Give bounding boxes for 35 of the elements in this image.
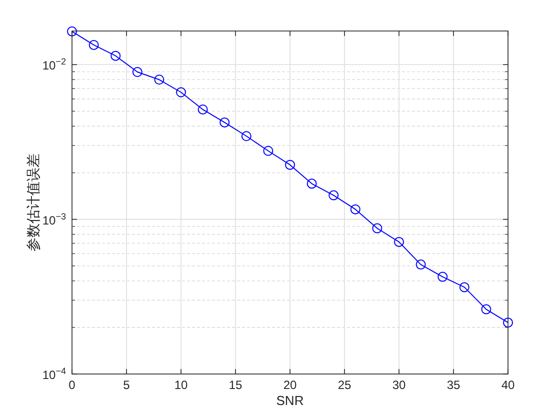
point [438, 272, 448, 282]
point [350, 204, 360, 214]
y-axis-title: 参数估计值误差 [25, 154, 41, 252]
point [394, 236, 404, 247]
y-tick-label: 10$^{−2}$ [42, 56, 66, 73]
x-tick-label: 15 [228, 378, 242, 392]
x-tick-label: 0 [68, 378, 76, 392]
x-tick-label: 40 [501, 378, 515, 392]
point [198, 104, 208, 114]
y-tick-label: 10$^{−4}$ [42, 366, 66, 382]
point [110, 50, 121, 61]
point [459, 282, 470, 292]
x-tick-label: 10 [174, 378, 188, 392]
point [176, 87, 186, 98]
x-tick-label: 30 [392, 378, 406, 392]
point [132, 67, 142, 78]
point [481, 304, 492, 314]
point [416, 260, 426, 270]
x-tick-label: 35 [446, 378, 460, 392]
x-tick-label: 5 [123, 378, 130, 392]
point [285, 160, 295, 170]
y-tick-label: 10$^{−3}$ [42, 211, 66, 228]
x-tick-label: 25 [338, 378, 352, 392]
point [220, 117, 230, 128]
point [241, 131, 252, 142]
point [263, 146, 274, 156]
point [503, 318, 513, 328]
point [67, 26, 77, 36]
point [154, 74, 164, 85]
point [88, 40, 99, 50]
point [328, 190, 339, 200]
point [306, 178, 317, 189]
x-axis-title: SNR [276, 393, 304, 408]
point [372, 223, 382, 234]
x-tick-label: 20 [283, 378, 297, 392]
